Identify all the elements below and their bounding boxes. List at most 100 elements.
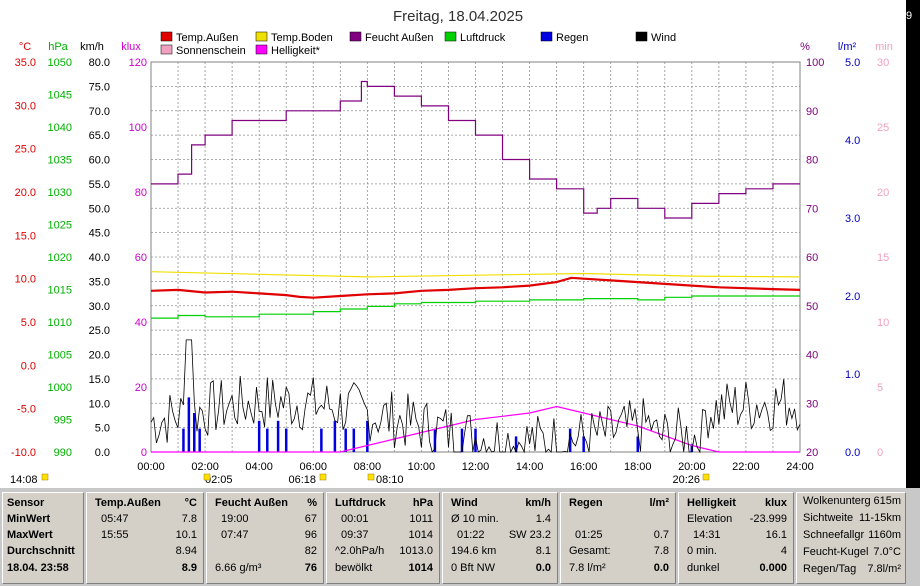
sensor-header: Sensor [7,497,45,509]
celsius-tick: 35.0 [15,57,36,69]
series-hPa-line [151,295,800,319]
temp-header: Temp.Außen [95,497,161,509]
sun-marker-box [702,473,710,481]
rain-max-time: 01:25 [575,529,603,541]
hum-current: 76 [304,562,317,574]
hum-min-value: 67 [304,513,317,525]
cloud-base-label: Wolkenunterg [803,495,871,507]
hpa-tick: 1030 [48,187,72,199]
light-column: Helligkeit klux Elevation -23.999 14:31 16.… [678,492,794,584]
series--line [151,80,800,219]
rain-total-label: Gesamt: [569,545,611,557]
humidity-column: Feucht Außen% 19:00 67 07:47 96 82 6.66 g/… [206,492,324,584]
edge-top-label: 9 [906,10,913,22]
weather-chart: Freitag, 18.04.2025 Temp.Außen Temp.Boden… [10,8,893,486]
legend-label: Temp.Außen [176,32,238,44]
press-weather: bewölkt [335,562,373,574]
legend-label: Temp.Boden [271,32,333,44]
percent-tick: 50 [806,301,818,313]
kmh-tick: 55.0 [89,179,110,191]
x-tick: 04:00 [245,461,273,473]
klux-tick: 0 [141,447,147,459]
kmh-tick: 20.0 [89,350,110,362]
rain-hour-value: 0.7 [653,529,669,541]
celsius-tick: 25.0 [15,144,36,156]
legend-swatch [255,44,268,55]
sunshine-label: 0 min. [687,545,717,557]
wind-unit: km/h [525,497,551,509]
lm2-tick: 5.0 [845,57,860,69]
x-tick: 24:00 [786,461,814,473]
legend-swatch [349,31,362,42]
min-tick: 25 [877,122,889,134]
press-unit: hPa [412,497,433,509]
x-tick: 16:00 [570,461,598,473]
percent-tick: 20 [806,447,818,459]
rain-column: Regen l/m² 0.7 01:25 Gesamt: 7.8 7.8 l/m² 0… [560,492,676,584]
percent-tick: 40 [806,350,818,362]
lm2-tick: 2.0 [845,291,860,303]
sun-marker-box [203,473,211,481]
temp-min-value: 7.8 [181,513,197,525]
klux-tick: 20 [135,382,147,394]
light-unit: klux [764,497,787,509]
kmh-tick: 30.0 [89,301,110,313]
celsius-tick: 20.0 [15,187,36,199]
press-current: 1014 [408,562,433,574]
light-header: Helligkeit [687,497,736,509]
press-header: Luftdruck [335,497,386,509]
sun-marker-box [367,473,375,481]
celsius-tick: 10.0 [15,274,36,286]
press-min-time: 00:01 [341,513,369,525]
min-tick: 0 [877,447,883,459]
wind-mean: 8.1 [535,545,551,557]
hum-header: Feucht Außen [215,497,288,509]
hpa-tick: 995 [54,415,72,427]
axis-unit-label: l/m² [838,41,857,53]
hum-max-value: 96 [304,529,317,541]
celsius-tick: 15.0 [15,230,36,242]
kmh-tick: 15.0 [89,374,110,386]
percent-tick: 60 [806,252,818,264]
kmh-tick: 40.0 [89,252,110,264]
kmh-tick: 5.0 [95,423,110,435]
legend-label: Helligkeit* [271,45,321,57]
lm2-tick: 1.0 [845,369,860,381]
x-tick: 20:00 [678,461,706,473]
x-tick: 02:00 [191,461,219,473]
temp-max-value: 10.1 [175,529,197,541]
axis-unit-label: hPa [48,41,68,53]
rain-unit: l/m² [649,497,669,509]
hpa-tick: 1010 [48,317,72,329]
sun-marker: 14:08 [10,474,38,486]
x-tick: 14:00 [516,461,544,473]
kmh-tick: 65.0 [89,130,110,142]
kmh-tick: 10.0 [89,398,110,410]
klux-tick: 100 [129,122,147,134]
visibility-value: 11-15km [859,512,901,524]
sun-marker: 06:18 [288,474,316,486]
legend-swatch [160,31,173,42]
min-tick: 20 [877,187,889,199]
hum-unit: % [307,497,317,509]
wind-max-value: SW 23.2 [508,529,551,541]
hpa-tick: 1040 [48,122,72,134]
sun-marker: 08:10 [376,474,404,486]
percent-tick: 30 [806,398,818,410]
avg-label: Durchschnitt [7,545,75,557]
axis-unit-label: klux [121,41,141,53]
press-trend: ^2.0hPa/h [335,545,385,557]
x-tick: 18:00 [624,461,652,473]
percent-tick: 90 [806,106,818,118]
visibility-label: Sichtweite [803,512,854,524]
x-tick: 22:00 [732,461,760,473]
kmh-tick: 80.0 [89,57,110,69]
stats-table: Sensor MinWert MaxWert Durchschnitt 18.0… [0,488,920,586]
light-status: dunkel [687,562,720,574]
kmh-tick: 35.0 [89,276,110,288]
celsius-tick: 30.0 [15,100,36,112]
min-label: MinWert [7,513,51,525]
hpa-tick: 1020 [48,252,72,264]
lm2-tick: 0.0 [845,447,860,459]
rain-header: Regen [569,497,603,509]
